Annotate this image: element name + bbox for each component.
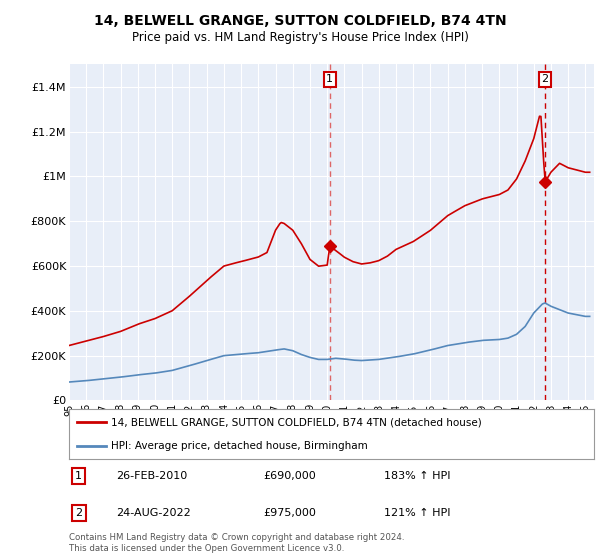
Text: £690,000: £690,000 bbox=[263, 471, 316, 481]
Text: Contains HM Land Registry data © Crown copyright and database right 2024.
This d: Contains HM Land Registry data © Crown c… bbox=[69, 533, 404, 553]
Text: 24-AUG-2022: 24-AUG-2022 bbox=[116, 508, 191, 518]
Text: HPI: Average price, detached house, Birmingham: HPI: Average price, detached house, Birm… bbox=[111, 441, 368, 451]
Text: Price paid vs. HM Land Registry's House Price Index (HPI): Price paid vs. HM Land Registry's House … bbox=[131, 31, 469, 44]
Text: 26-FEB-2010: 26-FEB-2010 bbox=[116, 471, 187, 481]
Text: 2: 2 bbox=[76, 508, 82, 518]
Text: £975,000: £975,000 bbox=[263, 508, 316, 518]
Text: 14, BELWELL GRANGE, SUTTON COLDFIELD, B74 4TN: 14, BELWELL GRANGE, SUTTON COLDFIELD, B7… bbox=[94, 14, 506, 28]
Text: 1: 1 bbox=[76, 471, 82, 481]
Text: 183% ↑ HPI: 183% ↑ HPI bbox=[384, 471, 451, 481]
Text: 1: 1 bbox=[326, 74, 333, 85]
Text: 2: 2 bbox=[541, 74, 548, 85]
Text: 121% ↑ HPI: 121% ↑ HPI bbox=[384, 508, 451, 518]
Text: 14, BELWELL GRANGE, SUTTON COLDFIELD, B74 4TN (detached house): 14, BELWELL GRANGE, SUTTON COLDFIELD, B7… bbox=[111, 417, 482, 427]
